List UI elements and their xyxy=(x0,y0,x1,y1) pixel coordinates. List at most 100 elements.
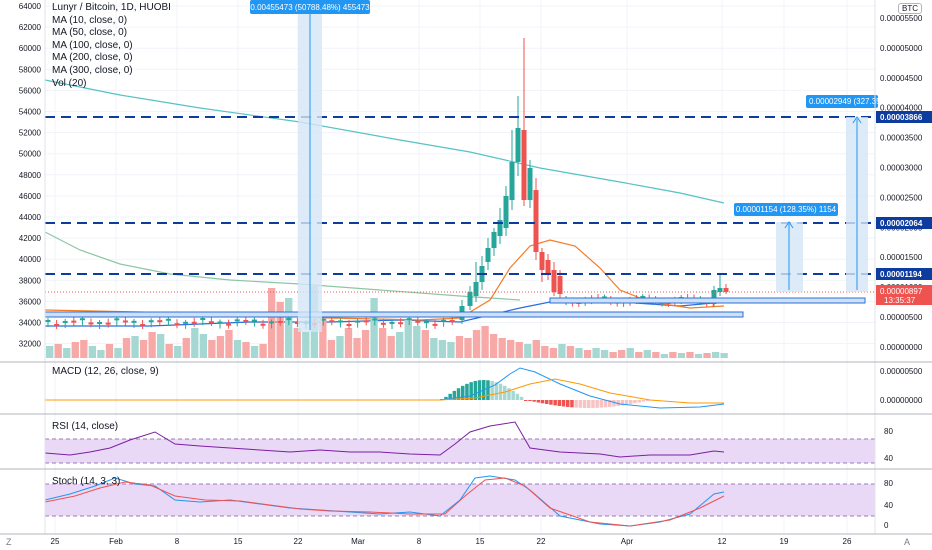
legend-ma-50[interactable]: MA (50, close, 0) xyxy=(52,27,128,39)
legend-ma-100[interactable]: MA (100, close, 0) xyxy=(52,39,133,51)
macd-hist-bar xyxy=(532,400,536,402)
macd-hist-bar xyxy=(645,400,650,401)
time-axis-tick: 15 xyxy=(234,537,243,546)
candle-body xyxy=(515,128,521,162)
right-axis-tick: 0.00000000 xyxy=(880,343,923,352)
macd-hist-bar xyxy=(507,388,511,400)
volume-bar xyxy=(378,328,387,358)
time-axis-tick: Feb xyxy=(109,537,123,546)
time-axis-tick: 15 xyxy=(476,537,485,546)
macd-axis-tick: 0.00000500 xyxy=(880,367,923,376)
time-axis-tick: Mar xyxy=(351,537,365,546)
time-axis-tick: 22 xyxy=(537,537,546,546)
volume-bar xyxy=(472,330,481,358)
candle-body xyxy=(723,288,729,292)
svg-text:13:35:37: 13:35:37 xyxy=(884,296,916,305)
volume-bar xyxy=(370,298,378,358)
ma-line-teal xyxy=(44,79,725,204)
macd-hist-bar xyxy=(566,400,570,407)
macd-hist-bar xyxy=(641,400,646,402)
candle-body xyxy=(191,321,197,324)
candle-body xyxy=(521,130,527,200)
volume-bar xyxy=(447,342,455,358)
corner-right[interactable]: A xyxy=(904,537,910,547)
left-axis-tick: 50000 xyxy=(19,150,42,159)
rsi-band xyxy=(45,439,875,463)
left-axis[interactable]: 64000 62000 60000 58000 56000 54000 52000 50000… xyxy=(19,2,42,349)
level-tag-high: 0.00003866 xyxy=(876,111,932,123)
left-axis-tick: 56000 xyxy=(19,86,42,95)
volume-bar xyxy=(524,344,532,358)
macd-hist-bar xyxy=(629,400,633,404)
signal-line xyxy=(45,378,724,404)
candle-body xyxy=(131,320,137,323)
volume-bar xyxy=(455,336,464,358)
left-axis-tick: 32000 xyxy=(19,340,42,349)
volume-bar xyxy=(438,340,447,358)
volume-bar xyxy=(122,338,131,358)
right-axis-tick: 0.00001500 xyxy=(880,253,923,262)
right-axis-tick: 0.00003000 xyxy=(880,164,923,173)
corner-left[interactable]: Z xyxy=(6,537,12,547)
macd-hist-bar xyxy=(477,380,482,400)
volume-bar xyxy=(361,330,370,358)
macd-hist-bar xyxy=(519,396,524,400)
legend-vol[interactable]: Vol (20) xyxy=(52,77,87,89)
macd-hist-bar xyxy=(557,400,562,406)
volume-bar xyxy=(515,342,523,358)
candle-body xyxy=(226,323,232,326)
volume-bar xyxy=(660,354,669,358)
macd-hist-bar xyxy=(587,400,591,408)
support-box-left[interactable] xyxy=(44,311,744,318)
candle-body xyxy=(200,318,206,321)
time-axis[interactable]: 25 Feb 8 15 22 Mar 8 15 22 Apr 12 19 26 xyxy=(51,537,852,546)
candle-body xyxy=(539,252,545,270)
macd-hist-bar xyxy=(570,400,574,408)
candle-body xyxy=(329,320,335,323)
macd-hist-bar xyxy=(553,400,557,406)
candle-body xyxy=(389,321,395,324)
left-axis-tick: 58000 xyxy=(19,65,42,74)
time-axis-tick: 12 xyxy=(718,537,727,546)
rsi-title[interactable]: RSI (14, close) xyxy=(52,421,119,432)
candle-body xyxy=(174,323,180,326)
macd-hist-bar xyxy=(599,400,604,408)
candle-body xyxy=(208,321,214,324)
candle-body xyxy=(45,320,51,322)
macd-title[interactable]: MACD (12, 26, close, 9) xyxy=(52,366,159,377)
volume-bar xyxy=(387,336,395,358)
candle-body xyxy=(545,260,551,274)
legend-ma-10[interactable]: MA (10, close, 0) xyxy=(52,14,128,26)
volume-bar xyxy=(148,332,156,358)
macd-hist-bar xyxy=(498,383,503,400)
macd-hist-bar xyxy=(624,400,629,405)
volume-bar xyxy=(532,340,540,358)
support-box-right[interactable] xyxy=(549,297,866,304)
macd-hist-bar xyxy=(448,393,452,400)
legend-ma-300[interactable]: MA (300, close, 0) xyxy=(52,64,133,76)
left-axis-tick: 44000 xyxy=(19,213,42,222)
macd-hist-bar xyxy=(637,400,641,403)
volume-bar xyxy=(711,352,720,358)
currency-badge[interactable]: BTC xyxy=(898,3,922,14)
volume-bar xyxy=(63,348,71,358)
candle-body xyxy=(467,292,473,306)
macd-axis-tick: 0.00000000 xyxy=(880,396,923,405)
symbol-title[interactable]: Lunyr / Bitcoin, 1D, HUOBI xyxy=(52,2,171,13)
volume-bar xyxy=(302,332,310,358)
candle-body xyxy=(533,190,539,252)
volume-bar xyxy=(430,338,438,358)
legend-ma-200[interactable]: MA (200, close, 0) xyxy=(52,52,133,64)
candle-body xyxy=(363,320,369,323)
volume-bar xyxy=(88,346,97,358)
candle-body xyxy=(277,320,283,323)
left-axis-tick: 40000 xyxy=(19,255,42,264)
candle-body xyxy=(217,321,223,324)
candle-body xyxy=(497,220,503,236)
stoch-title[interactable]: Stoch (14, 3, 3) xyxy=(52,476,121,487)
volume-bar xyxy=(575,348,583,358)
volume-bar xyxy=(216,336,225,358)
volume-bar xyxy=(165,344,173,358)
macd-histogram xyxy=(440,380,650,408)
